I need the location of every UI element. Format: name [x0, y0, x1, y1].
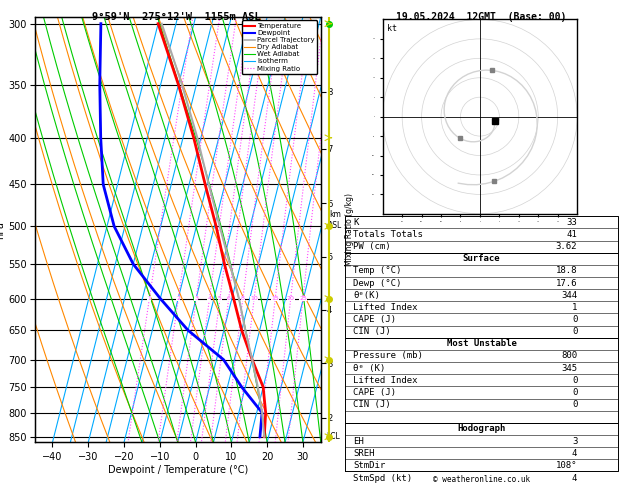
Text: θᵉ (K): θᵉ (K): [353, 364, 385, 373]
Text: StmSpd (kt): StmSpd (kt): [353, 473, 412, 483]
Text: 108°: 108°: [556, 461, 577, 470]
Text: CIN (J): CIN (J): [353, 327, 391, 336]
Text: 18.8: 18.8: [556, 266, 577, 276]
Text: 0: 0: [572, 315, 577, 324]
Text: 800: 800: [561, 351, 577, 361]
Text: CAPE (J): CAPE (J): [353, 315, 396, 324]
Text: 5: 5: [218, 296, 222, 301]
Text: 41: 41: [567, 230, 577, 239]
Text: Dewp (°C): Dewp (°C): [353, 278, 401, 288]
Text: SREH: SREH: [353, 449, 374, 458]
Text: © weatheronline.co.uk: © weatheronline.co.uk: [433, 474, 530, 484]
Text: θᵉ(K): θᵉ(K): [353, 291, 380, 300]
Text: Pressure (mb): Pressure (mb): [353, 351, 423, 361]
Text: PW (cm): PW (cm): [353, 242, 391, 251]
Text: 4: 4: [572, 449, 577, 458]
Text: 3: 3: [194, 296, 198, 301]
Text: CIN (J): CIN (J): [353, 400, 391, 409]
Y-axis label: km
ASL: km ASL: [328, 210, 342, 230]
Text: Temp (°C): Temp (°C): [353, 266, 401, 276]
Text: 1: 1: [572, 303, 577, 312]
Text: Surface: Surface: [463, 254, 500, 263]
Text: 3: 3: [572, 436, 577, 446]
Text: 4: 4: [572, 473, 577, 483]
Text: 0: 0: [572, 400, 577, 409]
Text: 0: 0: [572, 388, 577, 397]
Text: 33: 33: [567, 218, 577, 227]
Text: EH: EH: [353, 436, 364, 446]
Text: K: K: [353, 218, 359, 227]
Text: StmDir: StmDir: [353, 461, 385, 470]
Text: 0: 0: [572, 376, 577, 385]
X-axis label: Dewpoint / Temperature (°C): Dewpoint / Temperature (°C): [108, 465, 248, 475]
Text: 25: 25: [299, 296, 307, 301]
Text: 344: 344: [561, 291, 577, 300]
Text: 15: 15: [271, 296, 279, 301]
Text: 8: 8: [241, 296, 245, 301]
Text: Lifted Index: Lifted Index: [353, 303, 418, 312]
Text: 1: 1: [147, 296, 152, 301]
Text: 6: 6: [227, 296, 231, 301]
Text: 2: 2: [176, 296, 181, 301]
Text: 3.62: 3.62: [556, 242, 577, 251]
Text: 9°59'N  275°12'W  1155m ASL: 9°59'N 275°12'W 1155m ASL: [92, 12, 260, 22]
Text: Most Unstable: Most Unstable: [447, 339, 516, 348]
Text: 4: 4: [208, 296, 211, 301]
Y-axis label: hPa: hPa: [0, 221, 6, 239]
Text: 17.6: 17.6: [556, 278, 577, 288]
Text: CAPE (J): CAPE (J): [353, 388, 396, 397]
Text: 19.05.2024  12GMT  (Base: 00): 19.05.2024 12GMT (Base: 00): [396, 12, 566, 22]
Legend: Temperature, Dewpoint, Parcel Trajectory, Dry Adiabat, Wet Adiabat, Isotherm, Mi: Temperature, Dewpoint, Parcel Trajectory…: [242, 20, 317, 74]
Text: 20: 20: [287, 296, 294, 301]
Text: Mixing Ratio (g/kg): Mixing Ratio (g/kg): [345, 193, 354, 266]
Text: 345: 345: [561, 364, 577, 373]
Text: Totals Totals: Totals Totals: [353, 230, 423, 239]
Text: LCL: LCL: [326, 432, 340, 441]
Text: Hodograph: Hodograph: [457, 424, 506, 434]
Text: Lifted Index: Lifted Index: [353, 376, 418, 385]
Text: kt: kt: [387, 24, 397, 33]
Text: 10: 10: [250, 296, 258, 301]
Text: 0: 0: [572, 327, 577, 336]
